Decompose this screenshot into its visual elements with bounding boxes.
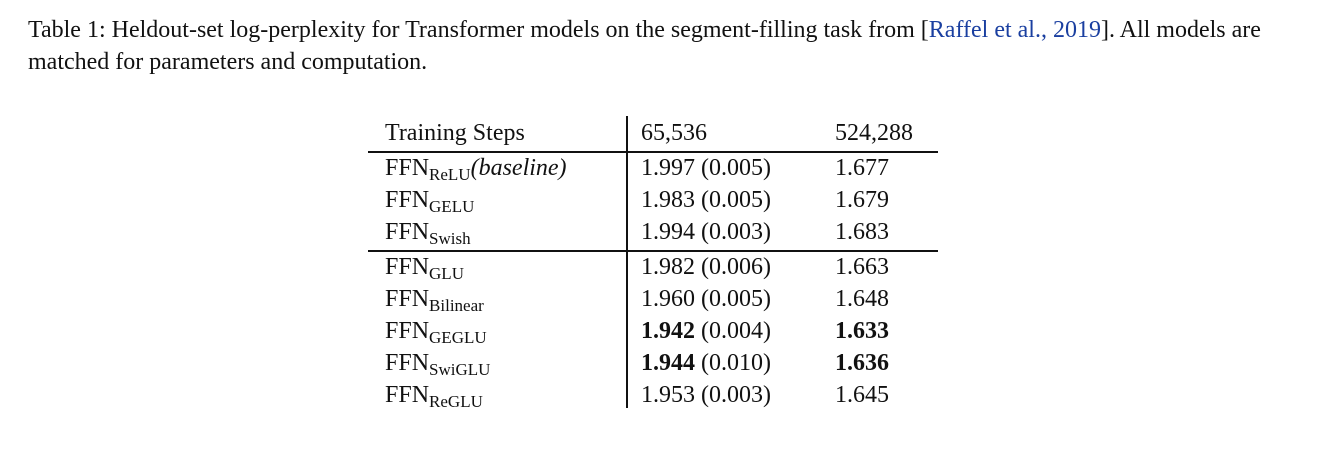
model-name: FFN (385, 254, 430, 280)
model-name: FFN (385, 155, 430, 181)
header-cell: 524,288 (835, 120, 913, 146)
score-cell: 1.679 (835, 187, 889, 213)
header-cell: 65,536 (641, 120, 707, 146)
table-caption: Table 1: Heldout-set log-perplexity for … (28, 14, 1303, 78)
caption-text-end: ]. All models are matched for parameters… (28, 17, 1261, 75)
score-std: (0.006) (701, 254, 771, 280)
model-name: FFN (385, 286, 430, 312)
score-cell: 1.997 (0.005) (641, 152, 771, 184)
score-value: 1.944 (641, 350, 695, 376)
model-cell: FFNReGLU (385, 379, 483, 411)
model-cell: FFNGLU (385, 251, 464, 283)
score-std: (0.010) (701, 350, 771, 376)
model-subscript: GELU (429, 197, 475, 216)
score-cell: 1.994 (0.003) (641, 216, 771, 248)
score-value: 1.983 (641, 187, 695, 213)
score-value: 1.942 (641, 318, 695, 344)
score-cell: 1.942 (0.004) (641, 315, 771, 347)
model-name: FFN (385, 318, 430, 344)
caption-text: Heldout-set log-perplexity for Transform… (111, 17, 929, 43)
score-cell: 1.944 (0.010) (641, 347, 771, 379)
model-name: FFN (385, 382, 430, 408)
model-cell: FFNBilinear (385, 283, 484, 315)
score-cell: 1.953 (0.003) (641, 379, 771, 411)
score-cell: 1.648 (835, 286, 889, 312)
model-cell: FFNGEGLU (385, 315, 487, 347)
model-subscript: Swish (429, 229, 471, 248)
score-cell: 1.645 (835, 382, 889, 408)
score-cell: 1.683 (835, 219, 889, 245)
horizontal-rule (368, 151, 938, 153)
model-name: FFN (385, 350, 430, 376)
citation-link[interactable]: Raffel et al., 2019 (928, 17, 1101, 43)
results-table: Training Steps 65,536 524,288 FFNReLU(basel… (368, 116, 938, 411)
score-value: 1.994 (641, 219, 695, 245)
score-std: (0.004) (701, 318, 771, 344)
score-cell: 1.677 (835, 155, 889, 181)
model-subscript: SwiGLU (429, 360, 491, 379)
model-subscript: Bilinear (429, 296, 484, 315)
header-cell: Training Steps (385, 120, 525, 146)
score-cell: 1.633 (835, 318, 889, 344)
score-std: (0.005) (701, 187, 771, 213)
model-name: FFN (385, 219, 430, 245)
score-value: 1.997 (641, 155, 695, 181)
score-cell: 1.636 (835, 350, 889, 376)
column-divider (626, 116, 628, 408)
score-cell: 1.983 (0.005) (641, 184, 771, 216)
score-std: (0.003) (701, 219, 771, 245)
horizontal-rule (368, 250, 938, 252)
score-cell: 1.663 (835, 254, 889, 280)
score-value: 1.953 (641, 382, 695, 408)
model-subscript: GEGLU (429, 328, 487, 347)
score-std: (0.005) (701, 155, 771, 181)
model-subscript: ReGLU (429, 392, 483, 411)
model-cell: FFNSwish (385, 216, 471, 248)
score-value: 1.960 (641, 286, 695, 312)
model-note: (baseline) (470, 155, 567, 181)
score-std: (0.003) (701, 382, 771, 408)
score-cell: 1.960 (0.005) (641, 283, 771, 315)
caption-label: Table 1: (28, 17, 106, 43)
score-cell: 1.982 (0.006) (641, 251, 771, 283)
model-cell: FFNSwiGLU (385, 347, 490, 379)
model-cell: FFNGELU (385, 184, 474, 216)
model-name: FFN (385, 187, 430, 213)
model-cell: FFNReLU(baseline) (385, 152, 567, 184)
score-value: 1.982 (641, 254, 695, 280)
score-std: (0.005) (701, 286, 771, 312)
model-subscript: GLU (429, 264, 464, 283)
model-subscript: ReLU (429, 165, 471, 184)
